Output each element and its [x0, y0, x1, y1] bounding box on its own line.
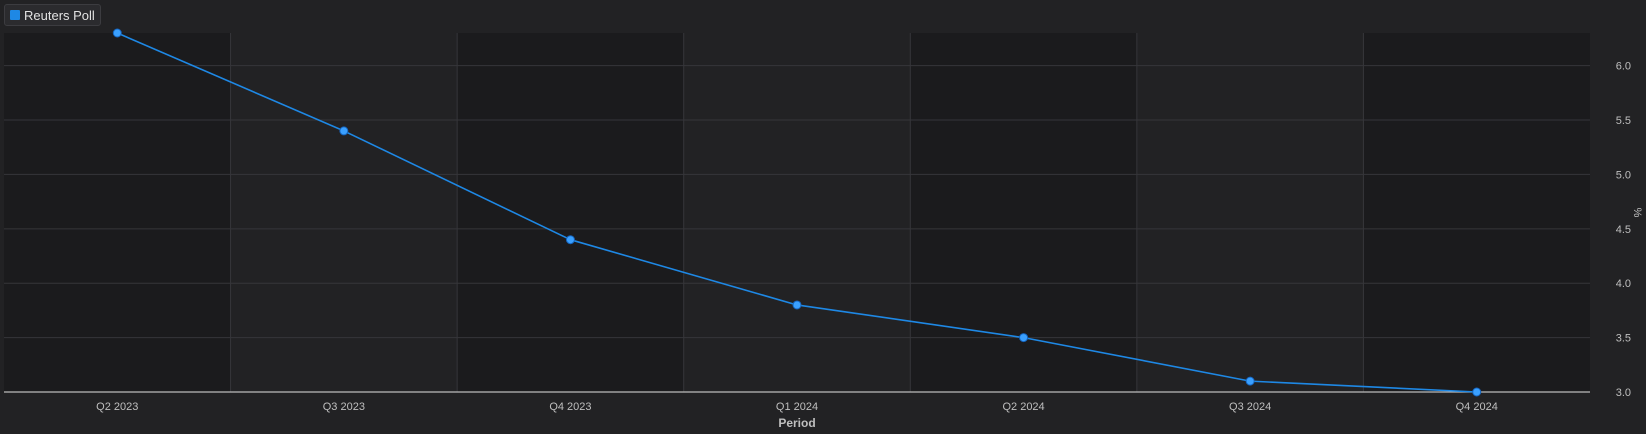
plot-band [910, 33, 1137, 392]
plot-band [683, 33, 911, 392]
data-point [339, 126, 349, 136]
plot-band [1363, 33, 1590, 392]
x-tick-label: Q2 2023 [96, 401, 138, 413]
x-axis-title: Period [778, 416, 815, 430]
y-tick-label: 6.0 [1616, 61, 1631, 73]
y-tick-label: 4.0 [1616, 278, 1631, 290]
data-point [1472, 387, 1482, 397]
y-tick-label: 5.0 [1616, 169, 1631, 181]
y-axis-title: % [1631, 208, 1643, 218]
data-point [565, 235, 575, 245]
legend-label: Reuters Poll [24, 7, 95, 23]
plot-band [230, 33, 458, 392]
x-tick-label: Q2 2024 [1002, 401, 1044, 413]
data-point [1245, 376, 1255, 386]
plot-band [1136, 33, 1364, 392]
y-tick-label: 3.0 [1616, 387, 1631, 399]
x-tick-label: Q3 2023 [323, 401, 365, 413]
legend-swatch [10, 10, 20, 20]
x-tick-label: Q4 2023 [549, 401, 591, 413]
legend: Reuters Poll [4, 4, 101, 26]
x-tick-label: Q1 2024 [776, 401, 818, 413]
legend-item-reuters-poll[interactable]: Reuters Poll [10, 8, 95, 23]
x-tick-label: Q3 2024 [1229, 401, 1271, 413]
data-point [1019, 333, 1029, 343]
plot-band [457, 33, 684, 392]
y-tick-label: 4.5 [1616, 224, 1631, 236]
data-point [792, 300, 802, 310]
data-point [112, 28, 122, 38]
plot-band [4, 33, 231, 392]
y-tick-label: 3.5 [1616, 333, 1631, 345]
y-tick-label: 5.5 [1616, 115, 1631, 127]
x-tick-label: Q4 2024 [1456, 401, 1498, 413]
